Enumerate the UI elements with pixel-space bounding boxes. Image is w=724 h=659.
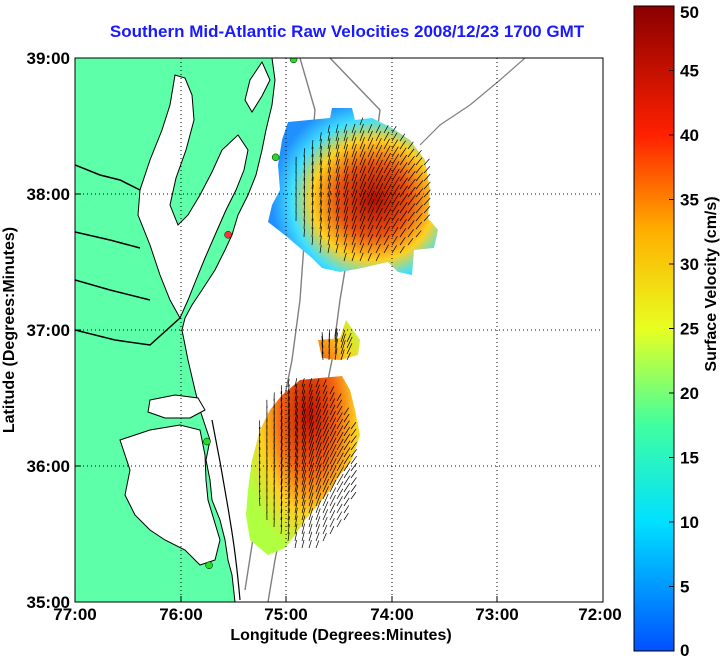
velocity-vectors	[258, 117, 431, 549]
colorbar-tick-label: 30	[680, 255, 699, 274]
colorbar-tick-label: 5	[680, 578, 689, 597]
station-marker	[271, 153, 280, 162]
axis-ticks	[74, 57, 604, 603]
colorbar-tick-label: 10	[680, 513, 699, 532]
x-tick-label: 77:00	[53, 605, 96, 624]
colorbar-tick-label: 45	[680, 62, 699, 81]
colorbar-tick-label: 15	[680, 449, 699, 468]
y-tick-label: 36:00	[27, 457, 70, 476]
bathymetry-contour-3	[419, 58, 526, 146]
station-marker	[289, 58, 298, 64]
albemarle-sound	[147, 394, 206, 419]
x-tick-label: 75:00	[264, 605, 307, 624]
x-axis-label: Longitude (Degrees:Minutes)	[230, 627, 451, 644]
outer-banks	[211, 419, 241, 601]
x-tick-label: 73:00	[475, 605, 518, 624]
chart-title: Southern Mid-Atlantic Raw Velocities 200…	[109, 22, 585, 41]
y-axis-label: Latitude (Degrees:Minutes)	[1, 227, 18, 433]
colorbar	[633, 5, 675, 652]
y-tick-label: 37:00	[27, 321, 70, 340]
x-tick-label: 72:00	[578, 605, 621, 624]
colorbar-tick-label: 35	[680, 191, 699, 210]
y-tick-label: 35:00	[27, 593, 70, 612]
x-tick-label: 74:00	[370, 605, 413, 624]
pamlico-sound	[119, 424, 221, 566]
velocity-field-north	[268, 108, 438, 275]
delaware-bay	[244, 60, 271, 113]
colorbar-label: Surface Velocity (cm/s)	[703, 196, 720, 371]
colorbar-tick-label: 0	[680, 641, 689, 659]
rivers	[75, 164, 181, 346]
y-tick-label: 38:00	[27, 185, 70, 204]
colorbar-tick-label: 25	[680, 320, 699, 339]
station-marker	[224, 231, 232, 239]
station-marker	[203, 437, 211, 446]
station-marker	[205, 561, 213, 570]
colorbar-tick-label: 50	[680, 3, 699, 22]
station-markers	[203, 58, 298, 570]
grid-lines	[75, 58, 603, 602]
colorbar-tick-label: 20	[680, 384, 699, 403]
x-tick-label: 76:00	[159, 605, 202, 624]
y-tick-label: 39:00	[27, 49, 70, 68]
chesapeake-bay	[137, 74, 249, 320]
colorbar-tick-label: 40	[680, 126, 699, 145]
